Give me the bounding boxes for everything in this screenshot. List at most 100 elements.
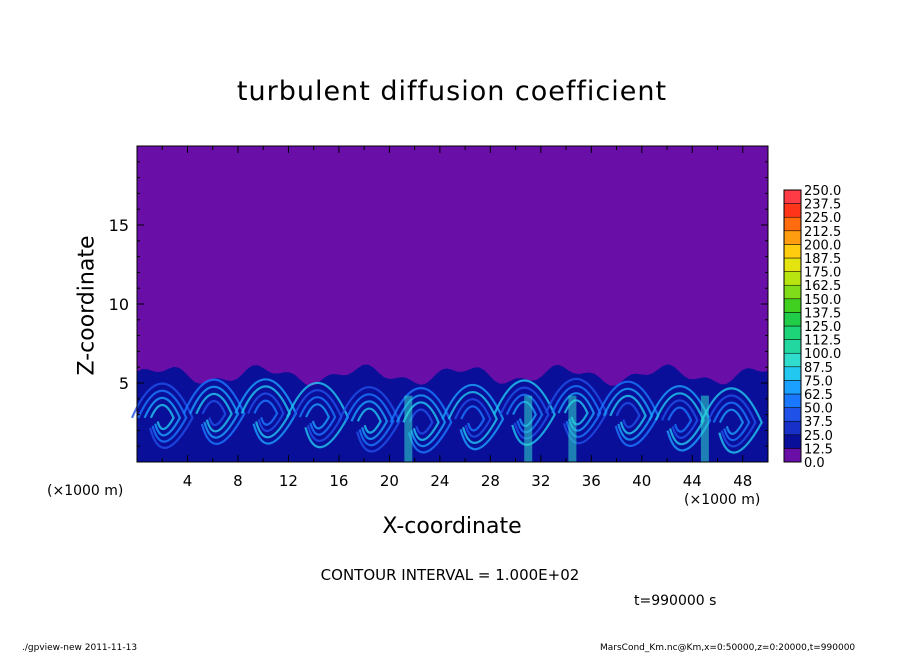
colorbar-label: 0.0 <box>804 456 825 471</box>
colorbar-swatch <box>783 325 802 340</box>
x-tick-label: 8 <box>233 472 243 490</box>
eddy-swirl <box>505 393 544 434</box>
eddy-swirl <box>149 403 175 431</box>
eddy-swirl <box>137 389 188 443</box>
plume <box>404 395 413 462</box>
plume <box>524 395 533 462</box>
x-tick-label: 16 <box>329 472 348 490</box>
colorbar-swatch <box>783 244 802 259</box>
eddy-swirl <box>305 403 331 430</box>
x-scale-note: (×1000 m) <box>47 483 124 499</box>
colorbar-label: 75.0 <box>804 374 833 389</box>
colorbar-label: 125.0 <box>804 320 841 335</box>
colorbar-label: 212.5 <box>804 225 841 240</box>
eddy-swirl <box>447 390 498 445</box>
x-tick-label: 24 <box>430 472 449 490</box>
colorbar-label: 250.0 <box>804 184 841 199</box>
eddy-swirl <box>130 382 194 449</box>
x-tick-label: 20 <box>380 472 399 490</box>
colorbar-swatch <box>783 393 802 408</box>
time-label: t=990000 s <box>634 593 717 609</box>
colorbar-swatch <box>783 216 802 232</box>
colorbar-label: 112.5 <box>804 334 841 349</box>
colorbar-label: 187.5 <box>804 252 841 267</box>
plume <box>700 395 709 462</box>
colorbar-label: 50.0 <box>804 402 833 417</box>
y-tick-label: 10 <box>109 295 129 314</box>
plume <box>568 395 577 462</box>
x-axis-label: X-coordinate <box>382 514 522 539</box>
colorbar-frame <box>783 189 802 463</box>
colorbar-label: 25.0 <box>804 429 833 444</box>
colorbar-swatch <box>783 312 802 327</box>
eddy-swirl <box>660 399 699 439</box>
contour-interval: CONTOUR INTERVAL = 1.000E+02 <box>320 566 580 584</box>
x-tick-label: 48 <box>733 472 752 490</box>
colorbar-swatch <box>783 230 802 245</box>
x-tick-label: 36 <box>582 472 601 490</box>
colorbar-swatch <box>783 257 802 272</box>
eddy-swirl <box>408 408 434 435</box>
colorbar-swatch <box>783 366 802 381</box>
colorbar-label: 37.5 <box>804 415 833 430</box>
x-scale-note-right: (×1000 m) <box>684 492 761 508</box>
x-tick-label: 32 <box>531 472 550 490</box>
eddy-swirl <box>253 399 279 426</box>
colorbar-swatch <box>783 448 802 463</box>
colorbar-label: 162.5 <box>804 279 841 294</box>
eddy-swirl <box>609 395 647 435</box>
eddy-swirl <box>706 394 757 448</box>
eddy-swirl <box>298 396 337 436</box>
y-tick-label: 15 <box>109 216 129 235</box>
colorbar-swatch <box>783 380 802 395</box>
footer-right: MarsCond_Km.nc@Km,x=0:50000,z=0:20000,t=… <box>600 643 856 653</box>
eddy-swirl <box>389 387 453 454</box>
eddy-swirl <box>648 385 712 452</box>
eddy-swirl <box>188 385 240 439</box>
eddy-swirl <box>493 379 556 446</box>
eddy-swirl <box>512 400 538 427</box>
eddy-swirl <box>667 406 693 433</box>
eddy-swirl <box>453 398 492 438</box>
eddy-swirl <box>344 393 395 447</box>
eddy-swirl <box>700 387 763 454</box>
eddy-swirl <box>201 399 227 427</box>
eddy-swirl <box>356 407 382 434</box>
colorbar-label: 137.5 <box>804 306 841 321</box>
eddy-swirl <box>499 386 550 440</box>
colorbar-label: 175.0 <box>804 266 841 281</box>
colorbar-label: 12.5 <box>804 442 833 457</box>
colorbar-swatch <box>783 339 802 354</box>
colorbar-label: 62.5 <box>804 388 833 403</box>
colorbar-label: 225.0 <box>804 211 841 226</box>
eddy-swirl <box>460 405 486 432</box>
colorbar-label: 100.0 <box>804 347 841 362</box>
colorbar-swatch <box>783 298 802 313</box>
eddy-swirl <box>718 408 745 435</box>
eddy-swirl <box>350 400 389 440</box>
eddy-swirl <box>712 401 751 442</box>
eddy-swirl <box>402 401 440 441</box>
x-tick-label: 28 <box>481 472 500 490</box>
chart-title: turbulent diffusion coefficient <box>236 76 668 107</box>
colorbar-swatch <box>783 271 802 286</box>
plot-area <box>130 146 768 462</box>
x-tick-label: 12 <box>279 472 298 490</box>
colorbar-label: 237.5 <box>804 198 841 213</box>
colorbar-swatch <box>783 189 802 204</box>
x-tick-label: 44 <box>683 472 702 490</box>
eddy-swirl <box>615 401 641 429</box>
colorbar-swatch <box>783 352 802 368</box>
colorbar-label: 87.5 <box>804 361 833 376</box>
colorbar-swatch <box>783 284 802 300</box>
eddy-swirl <box>441 384 505 451</box>
colorbar-swatch <box>783 407 802 422</box>
eddy-swirl <box>337 386 401 453</box>
x-tick-label: 40 <box>632 472 651 490</box>
colorbar: 0.012.525.037.550.062.575.087.5100.0112.… <box>783 184 841 471</box>
y-tick-label: 5 <box>119 374 129 393</box>
eddy-swirl <box>182 378 246 445</box>
colorbar-swatch <box>783 203 802 218</box>
